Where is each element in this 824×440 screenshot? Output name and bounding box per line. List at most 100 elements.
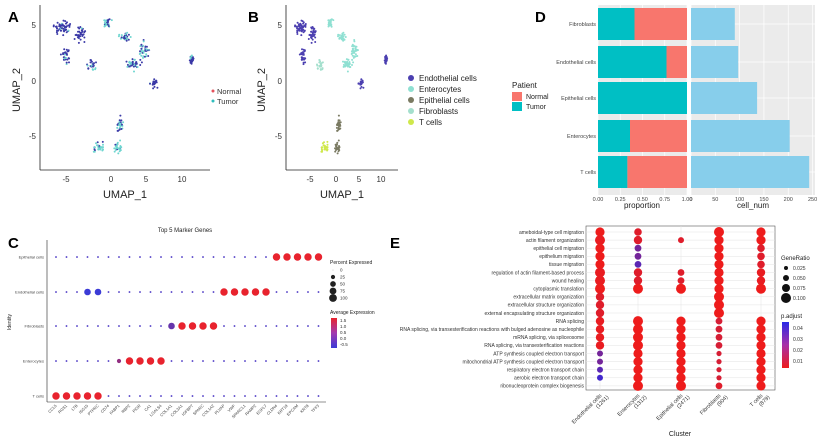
c-dot bbox=[84, 288, 91, 296]
c-gene-label: CLDN4 bbox=[265, 403, 278, 416]
c-dot bbox=[170, 291, 173, 293]
d-bar-cellnum bbox=[691, 46, 739, 78]
e-dot bbox=[595, 292, 605, 301]
c-dot bbox=[55, 256, 57, 258]
umap-b-point bbox=[332, 19, 335, 22]
e-dot bbox=[634, 244, 642, 252]
umap-a-point bbox=[116, 143, 119, 146]
umap-b-point bbox=[344, 61, 347, 64]
umap-a-point bbox=[127, 38, 130, 41]
umap-b-point bbox=[310, 27, 313, 30]
d-left-xtick: 1.00 bbox=[682, 197, 693, 203]
umap-b-point bbox=[360, 78, 363, 81]
d-right-xtick: 200 bbox=[784, 197, 793, 203]
e-dot bbox=[676, 365, 686, 375]
e-dot bbox=[714, 259, 724, 269]
umap-b-point bbox=[343, 33, 346, 36]
umap-b-point bbox=[346, 70, 349, 73]
umap-b-point bbox=[344, 65, 347, 68]
c-dot bbox=[275, 395, 278, 397]
umap-b-point bbox=[302, 63, 305, 66]
c-dot bbox=[286, 395, 288, 397]
panel-c-labels: Epithelial cells Endothelial cells Fibrobl… bbox=[15, 255, 321, 420]
panel-e-term-labels: ameboidal-type cell migration actin filam… bbox=[400, 230, 585, 390]
c-dot bbox=[254, 360, 257, 362]
umap-b-point bbox=[342, 39, 345, 42]
umap-b-point bbox=[340, 37, 343, 39]
e-dot bbox=[677, 277, 685, 284]
panel-c-dots bbox=[52, 253, 323, 400]
umap-b-point bbox=[316, 67, 319, 70]
c-dot bbox=[265, 360, 267, 362]
umap-a-point bbox=[120, 36, 123, 39]
c-dot bbox=[307, 291, 309, 293]
c-dot bbox=[181, 291, 183, 293]
e-dot bbox=[757, 244, 765, 252]
c-dot bbox=[55, 291, 57, 293]
umap-a-point bbox=[107, 19, 110, 22]
e-term-label: respiratory electron transport chain bbox=[507, 368, 584, 374]
e-dot bbox=[756, 235, 766, 245]
d-bar-tumor bbox=[598, 46, 667, 78]
c-dot bbox=[136, 357, 144, 365]
e-dot bbox=[714, 267, 724, 278]
d-bar-normal bbox=[666, 46, 687, 78]
e-dot bbox=[633, 268, 643, 277]
umap-b-point bbox=[314, 31, 317, 34]
panel-b-xtick-2: 0 bbox=[334, 175, 339, 184]
umap-a-point bbox=[145, 48, 148, 51]
panel-label-b: B bbox=[248, 9, 259, 26]
e-term-label: external encapsulating structure organiz… bbox=[484, 311, 584, 317]
umap-b-point bbox=[355, 48, 358, 51]
d-bar-tumor bbox=[598, 82, 687, 114]
d-bar-normal bbox=[627, 156, 687, 188]
c-dot bbox=[296, 395, 299, 397]
e-dot bbox=[633, 365, 643, 375]
umap-a-point bbox=[120, 119, 123, 122]
e-size-legend-label: 0.075 bbox=[793, 286, 806, 292]
umap-a-point bbox=[101, 140, 104, 143]
umap-a-point bbox=[52, 25, 55, 28]
c-dot bbox=[139, 325, 141, 327]
e-dot bbox=[716, 375, 722, 381]
umap-a-point bbox=[129, 36, 132, 38]
colorbar-c-tick-5: -0.5 bbox=[340, 342, 348, 347]
umap-a-point bbox=[73, 38, 76, 40]
e-dot bbox=[677, 269, 685, 276]
umap-a-point bbox=[118, 119, 121, 122]
c-dot bbox=[199, 322, 207, 330]
c-gene-label: LTB bbox=[70, 403, 79, 412]
c-dot bbox=[254, 256, 257, 258]
umap-a-point bbox=[128, 65, 131, 68]
legend-swatch-normal bbox=[211, 89, 215, 93]
umap-b-point bbox=[303, 29, 306, 32]
umap-b-point bbox=[338, 36, 341, 39]
umap-b-point bbox=[319, 65, 322, 68]
umap-a-point bbox=[119, 114, 122, 117]
umap-a-point bbox=[119, 121, 122, 124]
umap-a-point bbox=[65, 63, 68, 66]
umap-a-point bbox=[120, 34, 123, 37]
umap-a-point bbox=[93, 146, 96, 149]
c-dot bbox=[118, 256, 120, 258]
umap-a-point bbox=[56, 27, 58, 30]
umap-b-point bbox=[314, 41, 317, 43]
umap-b-point bbox=[338, 128, 341, 130]
umap-b-point bbox=[329, 19, 332, 22]
panel-b-xtick-4: 10 bbox=[377, 175, 386, 184]
umap-a-point bbox=[131, 58, 134, 61]
e-term-label: ameboidal-type cell migration bbox=[519, 230, 584, 236]
panel-e-cluster-labels: Endothelial cells(1261) Enterocytes(1312)… bbox=[571, 393, 772, 426]
umap-b-point bbox=[359, 87, 362, 90]
umap-a-point bbox=[93, 62, 95, 65]
c-dot bbox=[191, 360, 194, 362]
d-bar-normal bbox=[634, 8, 687, 40]
d-right-xtick: 250 bbox=[808, 197, 817, 203]
e-dot bbox=[756, 316, 766, 326]
c-gene-label: VWF bbox=[226, 403, 236, 413]
e-dot bbox=[595, 275, 605, 286]
umap-a-point bbox=[96, 141, 99, 144]
umap-b-point bbox=[302, 22, 305, 25]
panel-a: A -5 0 5 10 5 0 -5 UMAP_1 UMAP_2 Normal … bbox=[8, 5, 242, 201]
d-bar-cellnum bbox=[691, 120, 790, 152]
